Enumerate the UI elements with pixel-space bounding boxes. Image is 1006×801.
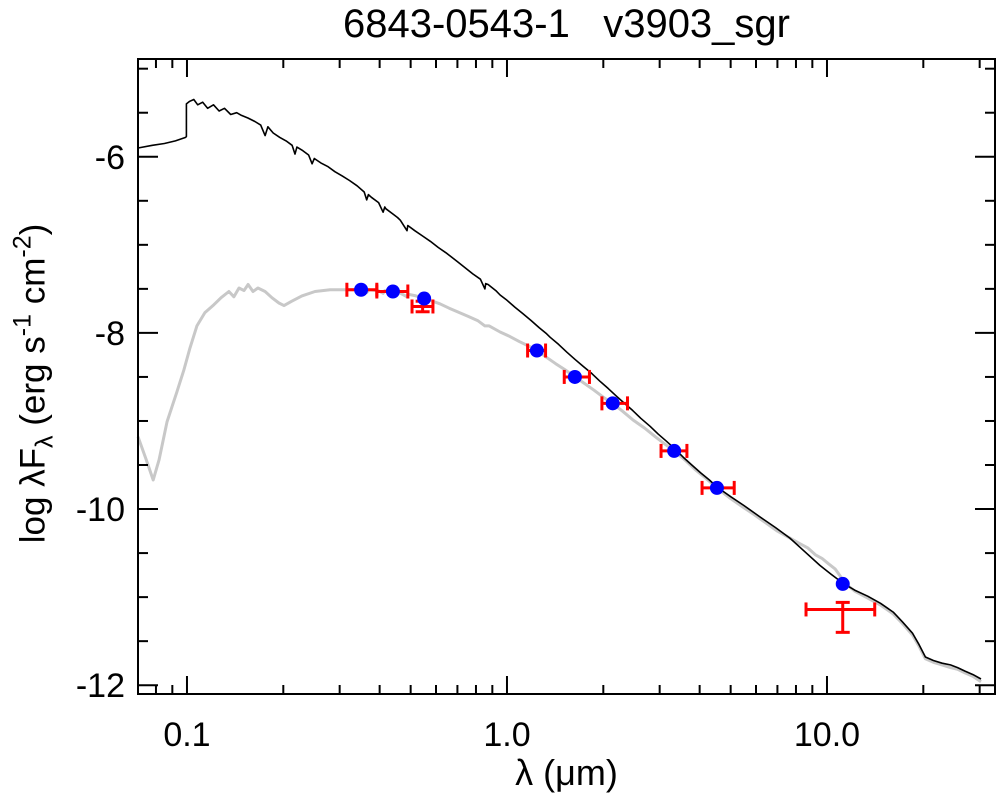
x-tick-label: 10.0 <box>794 716 860 754</box>
photometry-marker <box>567 369 582 384</box>
x-tick-label: 0.1 <box>163 716 210 754</box>
photometry-marker <box>605 396 620 411</box>
y-tick-label: -6 <box>95 139 125 177</box>
x-axis-label: λ (μm) <box>515 752 618 793</box>
y-axis-label: log λFλ (erg s-1 cm-2) <box>8 223 59 544</box>
y-tick-label: -10 <box>76 491 125 529</box>
photometry-marker <box>529 343 544 358</box>
y-tick-label: -8 <box>95 315 125 353</box>
photometry-marker <box>354 282 369 297</box>
photometry-marker <box>385 284 400 299</box>
x-tick-label: 1.0 <box>483 716 530 754</box>
plot-title: 6843-0543-1 v3903_sgr <box>343 2 790 46</box>
photometry-marker <box>667 443 682 458</box>
unreddened-model-curve <box>137 98 982 680</box>
photometry-marker <box>835 576 850 591</box>
photometry-marker <box>709 480 724 495</box>
reddened-model-curve <box>136 283 982 683</box>
photometry-marker <box>417 291 432 306</box>
y-tick-label: -12 <box>76 667 125 705</box>
